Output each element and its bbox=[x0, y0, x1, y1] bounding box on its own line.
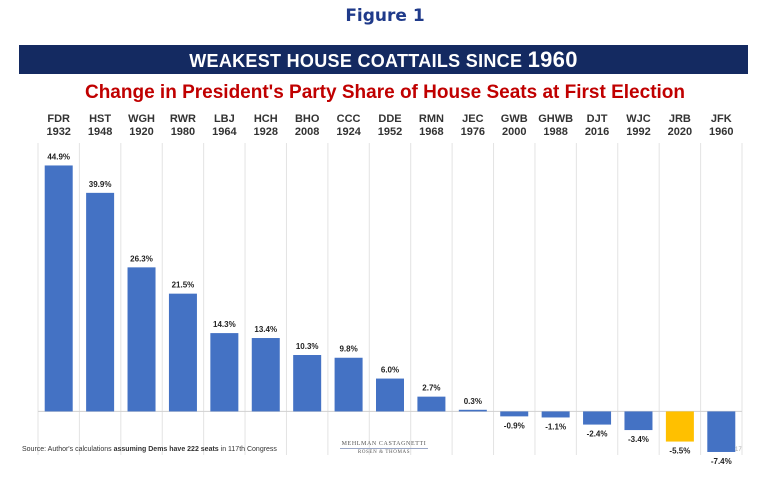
data-label: 39.9% bbox=[89, 180, 112, 189]
bars bbox=[44, 165, 736, 452]
category-year: 1988 bbox=[543, 126, 567, 138]
category-year: 1964 bbox=[212, 126, 237, 138]
bar bbox=[86, 192, 115, 412]
data-label: 10.3% bbox=[296, 342, 319, 351]
category-year: 2000 bbox=[502, 126, 526, 138]
bar bbox=[251, 338, 280, 412]
data-label: 0.3% bbox=[464, 397, 482, 406]
category-year: 1920 bbox=[129, 126, 153, 138]
category-name: WJC bbox=[626, 113, 651, 125]
category-year: 1928 bbox=[254, 126, 278, 138]
category-name: BHO bbox=[295, 113, 320, 125]
category-year: 1976 bbox=[461, 126, 485, 138]
category-year: 2020 bbox=[668, 126, 692, 138]
category-name: GHWB bbox=[538, 113, 573, 125]
category-name: RMN bbox=[419, 113, 444, 125]
data-label: -2.4% bbox=[587, 430, 608, 439]
banner-text: WEAKEST HOUSE COATTAILS SINCE bbox=[189, 51, 523, 71]
category-year: 2008 bbox=[295, 126, 319, 138]
grid-lines bbox=[37, 143, 743, 455]
data-label: -1.1% bbox=[545, 422, 566, 431]
category-name: HST bbox=[89, 113, 111, 125]
category-name: HCH bbox=[254, 113, 278, 125]
bar bbox=[624, 411, 653, 431]
figure-label: Figure 1 bbox=[345, 6, 425, 26]
chart-banner: WEAKEST HOUSE COATTAILS SINCE 1960 bbox=[19, 45, 748, 74]
data-label: 2.7% bbox=[422, 384, 440, 393]
data-label: 14.3% bbox=[213, 320, 236, 329]
category-year: 1952 bbox=[378, 126, 402, 138]
source-prefix: Source: Author's calculations bbox=[22, 446, 112, 453]
category-name: RWR bbox=[170, 113, 196, 125]
bar bbox=[707, 411, 736, 452]
bar bbox=[334, 357, 363, 412]
category-year: 1960 bbox=[709, 126, 733, 138]
bar bbox=[500, 411, 529, 417]
category-name: DJT bbox=[587, 113, 608, 125]
data-label: 21.5% bbox=[172, 281, 195, 290]
bar bbox=[583, 411, 612, 425]
category-name: JRB bbox=[669, 113, 691, 125]
bar bbox=[293, 355, 322, 412]
data-label: -5.5% bbox=[669, 447, 690, 456]
bar bbox=[376, 378, 404, 412]
category-year: 1992 bbox=[626, 126, 650, 138]
bar bbox=[168, 293, 197, 412]
category-name: DDE bbox=[378, 113, 401, 125]
category-year: 2016 bbox=[585, 126, 609, 138]
data-label: -0.9% bbox=[504, 421, 525, 430]
banner-year: 1960 bbox=[527, 47, 578, 72]
data-label: 44.9% bbox=[47, 152, 70, 161]
chart-title: Change in President's Party Share of Hou… bbox=[84, 82, 686, 103]
category-name: JFK bbox=[711, 113, 732, 125]
logo-line1: MEHLMAN CASTAGNETTI bbox=[341, 441, 427, 447]
data-labels: 44.9% 39.9% 26.3% 21.5% 14.3% 13.4% 10.3% 9.8% 6… bbox=[47, 152, 731, 466]
bar bbox=[417, 396, 446, 412]
bar bbox=[127, 267, 156, 412]
category-name: FDR bbox=[47, 113, 70, 125]
bar bbox=[541, 411, 570, 418]
category-name: LBJ bbox=[214, 113, 235, 125]
category-name: CCC bbox=[337, 113, 361, 125]
logo-line2: ROSEN & THOMAS bbox=[357, 450, 411, 455]
footer-logo: MEHLMAN CASTAGNETTI ROSEN & THOMAS bbox=[334, 441, 434, 455]
data-label: 9.8% bbox=[339, 345, 357, 354]
category-name: WGH bbox=[128, 113, 155, 125]
category-name: GWB bbox=[501, 113, 528, 125]
data-label: 6.0% bbox=[381, 366, 399, 375]
page-number: 17 bbox=[735, 447, 742, 453]
data-label: -3.4% bbox=[628, 435, 649, 444]
source-bold: assuming Dems have 222 seats bbox=[113, 446, 219, 453]
logo-rule bbox=[340, 448, 428, 449]
bar bbox=[458, 409, 487, 412]
data-label: 13.4% bbox=[254, 325, 277, 334]
category-year: 1968 bbox=[419, 126, 443, 138]
data-label: 26.3% bbox=[130, 254, 153, 263]
source-suffix: in 117th Congress bbox=[220, 446, 277, 453]
data-label: -7.4% bbox=[711, 457, 732, 466]
source-note: Source: Author's calculations assuming D… bbox=[22, 446, 277, 453]
category-name: JEC bbox=[462, 113, 483, 125]
category-year: 1932 bbox=[46, 126, 70, 138]
category-labels: FDR1932HST1948WGH1920RWR1980LBJ1964HCH19… bbox=[46, 113, 733, 138]
bar bbox=[44, 165, 73, 412]
bar bbox=[210, 333, 239, 412]
category-year: 1980 bbox=[171, 126, 195, 138]
category-year: 1924 bbox=[336, 126, 361, 138]
bar bbox=[665, 411, 694, 442]
category-year: 1948 bbox=[88, 126, 112, 138]
